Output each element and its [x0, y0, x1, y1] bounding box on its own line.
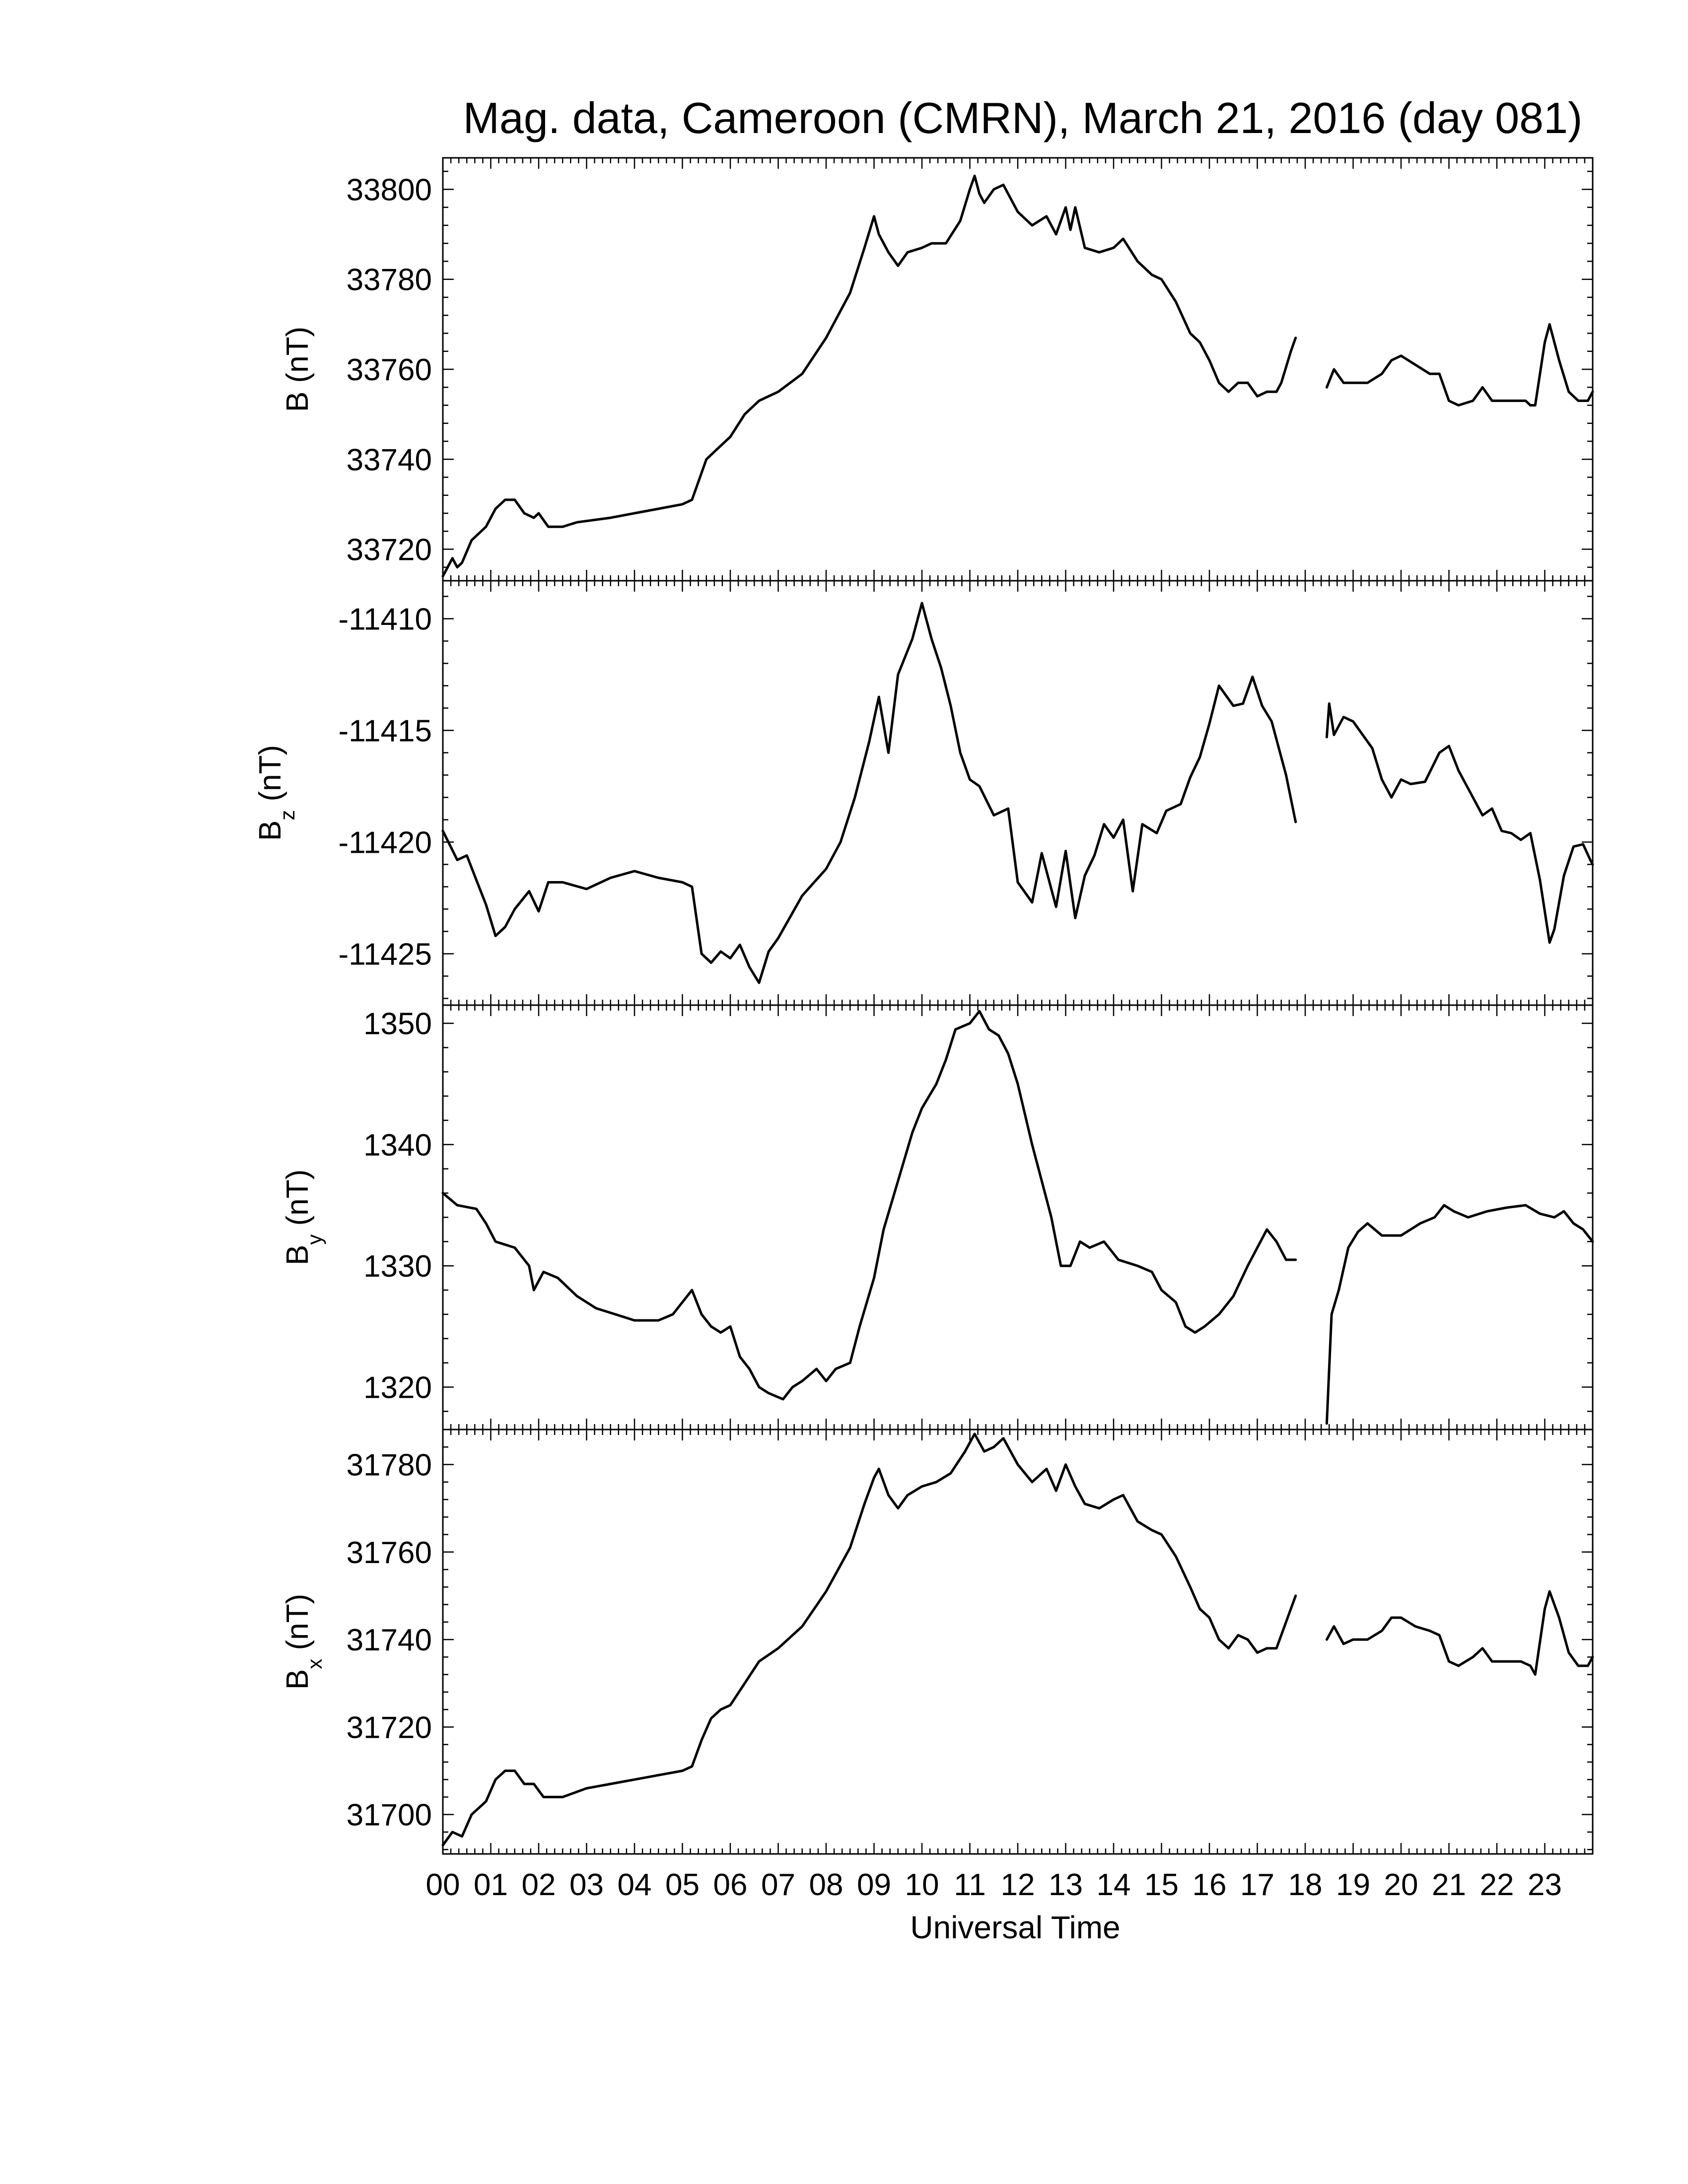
x-tick-label: 16	[1193, 1868, 1227, 1902]
x-tick-label: 23	[1528, 1868, 1562, 1902]
y-axis-label-main: B	[253, 820, 287, 841]
y-axis-label: Bz (nT)	[253, 745, 299, 841]
x-tick-label: 19	[1336, 1868, 1370, 1902]
x-tick-label: 00	[426, 1868, 460, 1902]
x-tick-label: 14	[1097, 1868, 1131, 1902]
y-tick-label: -11415	[339, 714, 432, 749]
x-tick-label: 05	[665, 1868, 700, 1902]
series-segment-1	[441, 174, 1297, 578]
x-tick-label: 22	[1480, 1868, 1514, 1902]
x-tick-label: 02	[522, 1868, 556, 1902]
x-tick-label: 09	[857, 1868, 891, 1902]
x-tick-label: 07	[761, 1868, 795, 1902]
y-axis-label-main: B	[281, 392, 315, 412]
y-axis-label-main: B	[281, 1669, 315, 1690]
y-axis-label-unit: (nT)	[281, 1169, 315, 1234]
x-tick-label: 10	[905, 1868, 939, 1902]
x-axis-tick-labels: 00 01 02 03 04 05 06 07 08 09 10 11 12 13 14 15 16 17 18 19…	[426, 1868, 1562, 1902]
series-segment-2	[1325, 702, 1594, 944]
series-segment-2	[1325, 323, 1594, 407]
panel-4: 31700 31720 31740 31760 31780 Bx (nT)	[281, 1429, 1594, 1855]
y-axis-label-unit: (nT)	[281, 327, 315, 392]
x-tick-label: 15	[1144, 1868, 1179, 1902]
x-tick-label: 17	[1240, 1868, 1274, 1902]
y-tick-label: 33740	[347, 443, 432, 477]
y-axis-label-subscript: z	[276, 810, 299, 820]
y-tick-label: -11420	[339, 826, 432, 860]
panel-frame	[442, 1429, 1594, 1855]
chart-title: Mag. data, Cameroon (CMRN), March 21, 20…	[463, 93, 1583, 142]
series-segment-1	[441, 1010, 1297, 1401]
panel-frame	[442, 580, 1594, 1006]
y-tick-label: 33800	[347, 173, 432, 207]
y-tick-label: 1330	[363, 1249, 432, 1284]
y-tick-label: 33760	[347, 353, 432, 387]
x-tick-label: 03	[569, 1868, 604, 1902]
y-axis-label: Bx (nT)	[281, 1594, 326, 1690]
y-tick-label: -11425	[339, 938, 432, 972]
y-tick-label: 33780	[347, 263, 432, 297]
y-tick-label: 31700	[347, 1798, 432, 1833]
y-axis-label-main: B	[281, 1245, 315, 1265]
y-tick-label: 31760	[347, 1536, 432, 1570]
y-axis-label-subscript: x	[303, 1659, 326, 1669]
panel-frame	[442, 1004, 1594, 1431]
x-tick-label: 11	[954, 1868, 985, 1902]
panel-1: 33720 33740 33760 33780 33800 B (nT)	[281, 157, 1594, 582]
x-tick-label: 13	[1049, 1868, 1083, 1902]
x-tick-label: 08	[809, 1868, 844, 1902]
series-segment-2	[1325, 1590, 1594, 1676]
series-segment-1	[441, 602, 1297, 984]
y-tick-label: 33720	[347, 533, 432, 567]
x-tick-label: 20	[1384, 1868, 1418, 1902]
y-tick-label: 1320	[363, 1371, 432, 1405]
y-tick-label: 31780	[347, 1448, 432, 1483]
x-tick-label: 21	[1432, 1868, 1466, 1902]
y-tick-label: 31720	[347, 1710, 432, 1745]
y-axis-label: By (nT)	[281, 1169, 326, 1265]
x-tick-label: 06	[713, 1868, 748, 1902]
x-axis-label: Universal Time	[910, 1910, 1120, 1945]
x-tick-label: 01	[474, 1868, 508, 1902]
panel-3: 1320 1330 1340 1350 By (nT)	[281, 1004, 1594, 1431]
x-tick-label: 04	[618, 1868, 652, 1902]
y-tick-label: -11410	[339, 603, 432, 637]
y-axis-label: B (nT)	[281, 327, 315, 412]
y-axis-label-unit: (nT)	[253, 745, 287, 810]
panel-2: -11425 -11420 -11415 -11410 Bz (nT)	[253, 580, 1594, 1006]
y-axis-label-unit: (nT)	[281, 1594, 315, 1659]
y-tick-label: 31740	[347, 1623, 432, 1657]
series-segment-1	[441, 1433, 1297, 1846]
x-tick-label: 12	[1001, 1868, 1035, 1902]
series-segment-2	[1325, 1204, 1594, 1425]
y-tick-label: 1340	[363, 1128, 432, 1162]
x-tick-label: 18	[1288, 1868, 1323, 1902]
y-axis-label-subscript: y	[303, 1234, 326, 1245]
y-tick-label: 1350	[363, 1007, 432, 1041]
